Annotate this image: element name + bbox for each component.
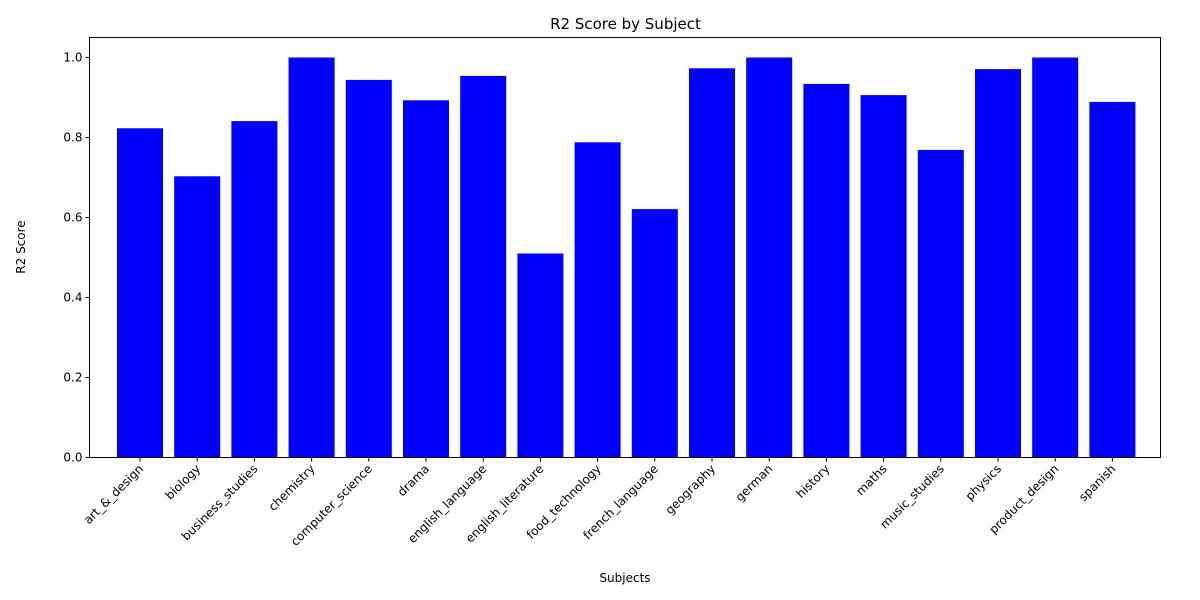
y-tick-label: 0.0 xyxy=(63,451,82,465)
bar-maths xyxy=(860,95,907,458)
bar-chemistry xyxy=(288,57,335,458)
bar-physics xyxy=(975,69,1021,458)
y-tick-label: 0.8 xyxy=(63,131,82,145)
x-tick-label: german xyxy=(733,462,776,505)
x-axis-label: Subjects xyxy=(599,571,650,585)
bar-english-literature xyxy=(517,253,564,458)
bars-layer xyxy=(117,57,1136,458)
bar-geography xyxy=(689,68,735,458)
y-tick-label: 1.0 xyxy=(63,51,82,65)
bar-french-language xyxy=(631,209,678,458)
x-tick-label: geography xyxy=(663,462,719,518)
x-tick-label: maths xyxy=(853,462,889,498)
bar-product-design xyxy=(1032,57,1079,458)
x-tick-label: spanish xyxy=(1076,462,1118,504)
bar-food-technology xyxy=(574,142,621,458)
x-tick-label: drama xyxy=(395,462,432,499)
y-tick-label: 0.6 xyxy=(63,211,82,225)
y-axis: 0.0 0.2 0.4 0.6 0.8 1.0 xyxy=(63,51,90,465)
x-tick-label: chemistry xyxy=(266,462,318,514)
chart-title: R2 Score by Subject xyxy=(550,15,701,33)
plot-frame xyxy=(89,37,1161,458)
bar-music-studies xyxy=(917,149,964,458)
bar-biology xyxy=(174,176,221,458)
x-tick-label: art_&_design xyxy=(81,462,146,527)
bar-computer-science xyxy=(345,79,392,458)
x-tick-label: physics xyxy=(963,462,1005,504)
x-tick-label: biology xyxy=(163,462,204,503)
bar-english-language xyxy=(460,75,507,458)
bar-drama xyxy=(403,100,449,458)
bar-business-studies xyxy=(231,121,278,458)
x-tick-label: history xyxy=(793,462,832,501)
bar-history xyxy=(803,83,850,458)
bar-spanish xyxy=(1089,101,1136,458)
y-tick-label: 0.2 xyxy=(63,371,82,385)
y-tick-label: 0.4 xyxy=(63,291,82,305)
bar-art-design xyxy=(117,128,163,458)
y-axis-label: R2 Score xyxy=(14,220,28,273)
bar-german xyxy=(746,57,793,458)
